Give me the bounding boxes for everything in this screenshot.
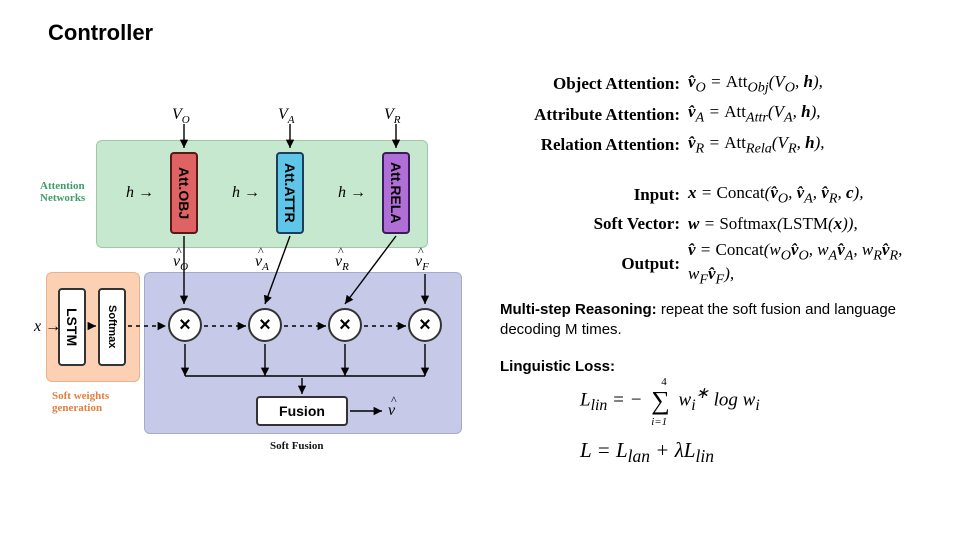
sym-vhO: vO — [173, 253, 188, 273]
att-attr-block: Att.ATTR — [276, 152, 304, 234]
sym-vhF: vF — [415, 253, 429, 273]
sym-VO: VO — [172, 106, 190, 126]
attention-label: Attention Networks — [40, 180, 85, 204]
mult1-block: × — [168, 308, 202, 342]
mult2-block: × — [248, 308, 282, 342]
eqrow: Soft Vector:w = Softmax(LSTM(x)), — [500, 214, 940, 234]
controller-diagram: Attention Networks Soft weights generati… — [40, 90, 480, 510]
sym-h1: h → — [126, 184, 154, 202]
softmax-block: Softmax — [98, 288, 126, 366]
sym-x: x → — [34, 318, 61, 336]
loss-eq1: Llin = − 4∑i=1 wi∗ log wi — [580, 383, 940, 416]
att-rela-block: Att.RELA — [382, 152, 410, 234]
eqrow: Relation Attention:v̂R = AttRela(VR, h), — [500, 133, 940, 157]
loss-label: Linguistic Loss: — [500, 358, 940, 375]
sym-vhA: vA — [255, 253, 269, 273]
sym-h2: h → — [232, 184, 260, 202]
eqrow: Object Attention:v̂O = AttObj(VO, h), — [500, 72, 940, 96]
mult4-block: × — [408, 308, 442, 342]
multistep-text: Multi-step Reasoning: repeat the soft fu… — [500, 300, 940, 340]
sym-vhR: vR — [335, 253, 349, 273]
sym-h3: h → — [338, 184, 366, 202]
loss-eq2: L = Llan + λLlin — [580, 438, 940, 467]
equations-region: Object Attention:v̂O = AttObj(VO, h), Att… — [500, 72, 940, 468]
fusion-block: Fusion — [256, 396, 348, 426]
eqrow: Output:v̂ = Concat(wOv̂O, wAv̂A, wRv̂R, … — [500, 240, 940, 289]
page-title: Controller — [48, 20, 153, 46]
softfusion-label: Soft Fusion — [270, 440, 324, 452]
softweights-label: Soft weights generation — [52, 390, 109, 414]
lstm-block: LSTM — [58, 288, 86, 366]
eqrow: Input:x = Concat(v̂O, v̂A, v̂R, c), — [500, 183, 940, 207]
att-obj-block: Att.OBJ — [170, 152, 198, 234]
sym-vhat: v — [388, 402, 395, 420]
sym-VR: VR — [384, 106, 401, 126]
sym-VA: VA — [278, 106, 295, 126]
mult3-block: × — [328, 308, 362, 342]
eqrow: Attribute Attention:v̂A = AttAttr(VA, h)… — [500, 102, 940, 126]
